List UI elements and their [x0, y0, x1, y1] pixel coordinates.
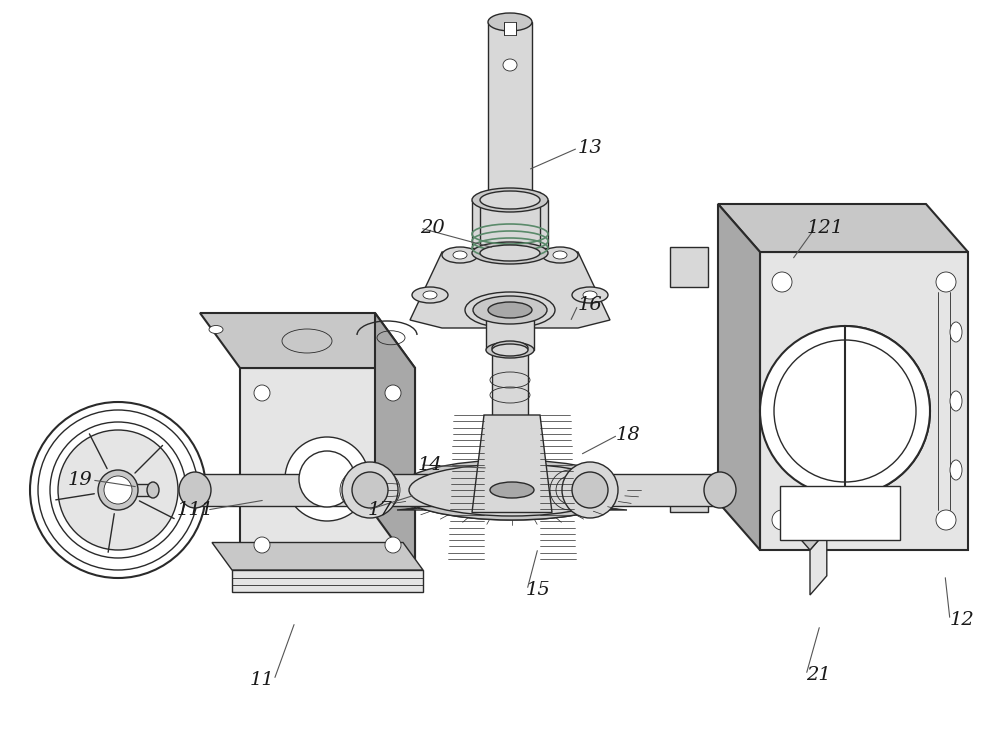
- Ellipse shape: [562, 462, 618, 518]
- Text: 12: 12: [950, 611, 974, 629]
- Ellipse shape: [385, 385, 401, 401]
- Text: 11: 11: [250, 671, 274, 689]
- Ellipse shape: [772, 272, 792, 292]
- Ellipse shape: [492, 344, 528, 356]
- Ellipse shape: [772, 510, 792, 530]
- Ellipse shape: [285, 437, 369, 521]
- Ellipse shape: [209, 326, 223, 334]
- Text: 20: 20: [420, 219, 444, 237]
- Polygon shape: [780, 486, 900, 540]
- Ellipse shape: [254, 537, 270, 553]
- Polygon shape: [110, 484, 153, 496]
- Polygon shape: [670, 482, 708, 512]
- Ellipse shape: [542, 247, 578, 263]
- Text: 13: 13: [578, 139, 602, 157]
- Text: 18: 18: [616, 426, 640, 444]
- Ellipse shape: [98, 470, 138, 510]
- Ellipse shape: [472, 188, 548, 212]
- Polygon shape: [375, 313, 415, 570]
- Polygon shape: [718, 204, 760, 550]
- Polygon shape: [492, 348, 528, 445]
- Polygon shape: [472, 415, 552, 512]
- Ellipse shape: [104, 476, 132, 504]
- Ellipse shape: [760, 326, 930, 496]
- Ellipse shape: [30, 402, 206, 578]
- Ellipse shape: [58, 430, 178, 550]
- Ellipse shape: [486, 342, 534, 358]
- Ellipse shape: [936, 272, 956, 292]
- Ellipse shape: [480, 191, 540, 209]
- Ellipse shape: [572, 472, 608, 508]
- Ellipse shape: [352, 472, 388, 508]
- Ellipse shape: [409, 464, 615, 516]
- Ellipse shape: [465, 292, 555, 328]
- Ellipse shape: [492, 341, 528, 355]
- Ellipse shape: [385, 537, 401, 553]
- Polygon shape: [232, 570, 423, 592]
- Polygon shape: [212, 542, 423, 570]
- Ellipse shape: [488, 191, 532, 209]
- Ellipse shape: [442, 247, 478, 263]
- Polygon shape: [195, 474, 720, 506]
- Ellipse shape: [553, 251, 567, 259]
- Ellipse shape: [503, 59, 517, 71]
- Polygon shape: [397, 490, 627, 520]
- Text: 17: 17: [368, 501, 392, 519]
- Polygon shape: [670, 247, 708, 287]
- Text: 16: 16: [578, 296, 602, 314]
- Text: 111: 111: [176, 501, 214, 519]
- Ellipse shape: [472, 242, 548, 264]
- Polygon shape: [480, 192, 540, 253]
- Ellipse shape: [583, 291, 597, 299]
- Polygon shape: [810, 531, 827, 595]
- Text: 121: 121: [806, 219, 844, 237]
- Ellipse shape: [488, 13, 532, 31]
- Ellipse shape: [412, 287, 448, 303]
- Polygon shape: [486, 320, 534, 350]
- Ellipse shape: [950, 391, 962, 411]
- Text: 21: 21: [806, 666, 830, 684]
- Polygon shape: [789, 507, 827, 550]
- Ellipse shape: [179, 472, 211, 508]
- Ellipse shape: [453, 251, 467, 259]
- Ellipse shape: [704, 472, 736, 508]
- Ellipse shape: [480, 245, 540, 261]
- Ellipse shape: [342, 462, 398, 518]
- Ellipse shape: [397, 460, 627, 520]
- Polygon shape: [410, 252, 610, 328]
- Ellipse shape: [490, 482, 534, 498]
- Ellipse shape: [950, 460, 962, 480]
- Text: 19: 19: [68, 471, 92, 489]
- Ellipse shape: [423, 291, 437, 299]
- Ellipse shape: [254, 385, 270, 401]
- Wedge shape: [845, 326, 930, 496]
- Ellipse shape: [950, 322, 962, 342]
- Polygon shape: [200, 313, 415, 368]
- Ellipse shape: [299, 451, 355, 507]
- Ellipse shape: [936, 510, 956, 530]
- Ellipse shape: [488, 302, 532, 318]
- Polygon shape: [760, 252, 968, 550]
- Text: 14: 14: [418, 456, 442, 474]
- Polygon shape: [504, 22, 516, 35]
- Polygon shape: [240, 368, 415, 570]
- Polygon shape: [718, 204, 968, 252]
- Ellipse shape: [473, 296, 547, 324]
- Text: 15: 15: [526, 581, 550, 599]
- Ellipse shape: [147, 482, 159, 498]
- Polygon shape: [472, 200, 548, 248]
- Polygon shape: [488, 22, 532, 200]
- Ellipse shape: [572, 287, 608, 303]
